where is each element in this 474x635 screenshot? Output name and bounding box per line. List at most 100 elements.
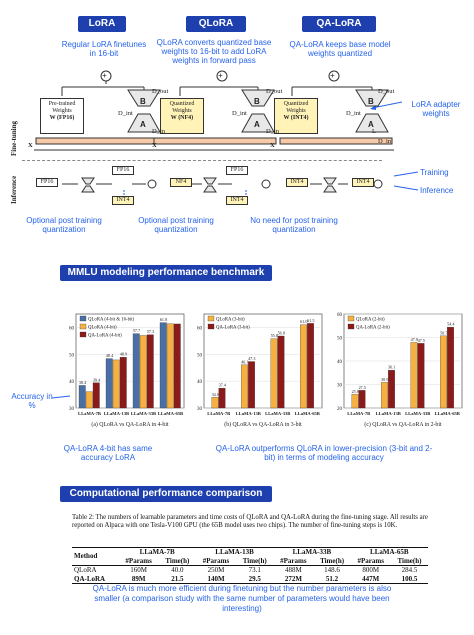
data-label: 50.7	[440, 330, 447, 335]
legend-swatch	[207, 315, 215, 322]
qlora-dout-label: D_out	[266, 88, 283, 95]
y-tick-label: 50	[197, 353, 203, 358]
note-lower-precision: QA-LoRA outperforms QLoRA in lower-preci…	[215, 444, 433, 462]
qlora-post-training-note: Optional post training quantization	[138, 216, 214, 234]
data-label: 47.3	[248, 356, 255, 361]
qalora-b-label: B	[368, 97, 374, 106]
time-header: Time(h)	[165, 556, 190, 565]
legend-entry: QLoRA (4-bit & 16-bit)	[88, 318, 135, 323]
y-tick-label: 40	[337, 360, 343, 365]
adapter-weights-label: LoRA adapter weights	[411, 100, 461, 118]
data-label: 30.9	[381, 377, 388, 382]
lora-b-label: B	[140, 97, 146, 106]
qalora-plus-icon: +	[330, 71, 335, 80]
bar	[447, 327, 454, 409]
qalora-inference-int4-merged-box: INT4	[352, 178, 374, 187]
bar	[85, 391, 93, 409]
table-cell: 21.5	[171, 574, 184, 583]
table-row: QLoRA 160M 40.0 250M 73.1 488M 148.6 800…	[72, 566, 428, 575]
data-label: 46.1	[241, 359, 248, 364]
x-tick-label: LLaMA-7B	[347, 411, 370, 416]
qalora-post-training-note: No need for post training quantization	[250, 216, 338, 234]
bar	[166, 323, 174, 409]
data-label: 38.4	[79, 380, 87, 385]
table-cell: 272M	[284, 574, 302, 583]
qalora-din-label: D_in	[378, 138, 391, 145]
table-cell: 29.5	[248, 574, 261, 583]
params-header: #Params	[280, 556, 307, 565]
bar	[78, 385, 86, 409]
data-label: 61.8	[160, 317, 167, 322]
legend-entry: QA-LoRA (2-bit)	[356, 326, 390, 331]
lora-post-training-note: Optional post training quantization	[26, 216, 102, 234]
finetuning-row-label: Fine-tuning	[10, 120, 18, 156]
bar	[248, 361, 255, 409]
bar	[146, 334, 154, 409]
table-cell: 800M	[362, 566, 380, 574]
table-cell: 73.1	[248, 566, 261, 574]
legend-swatch	[79, 331, 87, 338]
model-header-65b: LLaMA-65B	[370, 548, 409, 556]
qalora-dint-label: D_int	[346, 110, 361, 117]
data-label: 37.4	[219, 383, 227, 388]
x-tick-label: LLaMA-65B	[158, 411, 183, 416]
table-caption: Table 2: The numbers of learnable parame…	[72, 514, 428, 529]
data-label: 48.9	[120, 352, 127, 357]
qalora-l-label: L	[372, 128, 376, 135]
y-tick-label: 50	[69, 353, 75, 358]
results-table: Method LLaMA-7B LLaMA-13B LLaMA-33B LLaM…	[72, 547, 428, 584]
data-label: 25.8	[352, 389, 359, 394]
data-label: 54.4	[447, 322, 455, 327]
data-label: 36.1	[388, 365, 395, 370]
chart-3bit: 30 40 50 60 34.037.4 LLaMA-7B 46.147.3 LLaMA-13…	[197, 313, 323, 428]
table-cell: 447M	[362, 574, 380, 583]
bar	[92, 382, 100, 409]
x-tick-label: LLaMA-13B	[236, 411, 261, 416]
y-tick-label: 40	[69, 380, 75, 385]
bar	[270, 338, 278, 409]
legend-entry: QA-LoRA (3-bit)	[216, 326, 250, 331]
legend-entry: QA-LoRA (4-bit)	[88, 334, 122, 339]
qlora-inference-nf4-box: NF4	[170, 178, 192, 187]
legend-training: Training	[420, 168, 449, 177]
table-cell: 250M	[207, 566, 225, 574]
inference-diagram	[62, 177, 383, 198]
x-tick-label: LLaMA-7B	[78, 411, 101, 416]
data-label: 48.4	[106, 353, 114, 358]
data-label: 34.0	[212, 392, 219, 397]
data-label: 39.4	[93, 377, 101, 382]
model-header-33b: LLaMA-33B	[292, 548, 332, 556]
bar	[132, 333, 140, 409]
data-label: 57.3	[147, 329, 154, 334]
model-header-13b: LLaMA-13B	[215, 548, 254, 556]
model-header-7b: LLaMA-7B	[139, 548, 175, 556]
lora-din-label: D_in	[152, 128, 165, 135]
lora-dout-label: D_out	[152, 88, 169, 95]
lora-plus-icon: +	[102, 71, 107, 80]
qalora-quantized-weights: Quantized Weights W (INT4)	[274, 98, 318, 134]
bar	[119, 357, 127, 409]
legend-arrows	[393, 171, 419, 191]
y-tick-label: 30	[69, 407, 75, 412]
table-cell: 51.2	[325, 574, 339, 583]
mmlu-section-title: MMLU modeling performance benchmark	[60, 265, 272, 281]
x-tick-label: LLaMA-65B	[435, 411, 460, 416]
qlora-quantized-weights: Quantized Weights W (NF4)	[160, 98, 204, 134]
lora-inference-int4-box: INT4	[112, 196, 134, 205]
x-tick-label: LLaMA-33B	[405, 411, 430, 416]
chart-caption: (a) QLoRA vs QA-LoRA in 4-bit	[91, 421, 169, 428]
params-header: #Params	[202, 556, 230, 565]
x-tick-label: LLaMA-33B	[131, 411, 156, 416]
legend-entry: QLoRA (4-bit)	[88, 326, 117, 331]
bar	[351, 394, 359, 409]
lora-a-label: A	[140, 120, 146, 129]
qalora-dout-label: D_out	[378, 88, 395, 95]
bar	[388, 370, 395, 409]
time-header: Time(h)	[242, 556, 267, 565]
y-tick-label: 30	[337, 384, 343, 389]
params-header: #Params	[357, 556, 384, 565]
qalora-inference-int4-box: INT4	[286, 178, 308, 187]
legend-swatch	[347, 315, 355, 322]
y-tick-label: 50	[337, 337, 343, 342]
compute-section-title: Computational performance comparison	[60, 486, 272, 502]
